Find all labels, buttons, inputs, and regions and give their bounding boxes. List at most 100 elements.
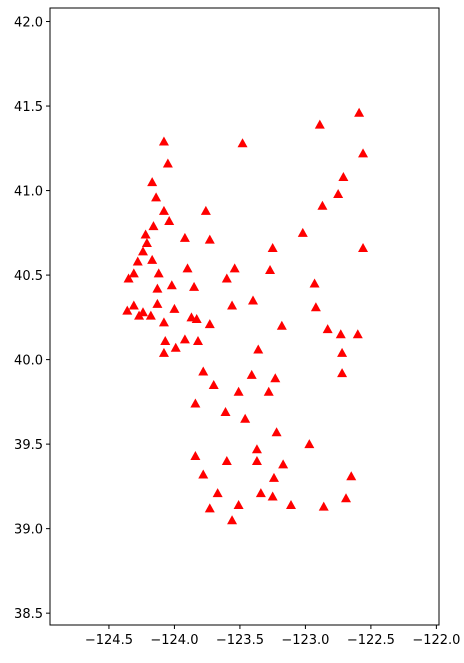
point <box>204 319 215 329</box>
point <box>134 310 145 320</box>
point <box>265 265 276 275</box>
point <box>341 493 352 503</box>
point <box>268 472 279 482</box>
point <box>318 501 329 511</box>
point <box>358 148 369 158</box>
y-tick-label: 39.5 <box>14 438 43 453</box>
y-tick-label: 41.5 <box>14 100 43 115</box>
point <box>132 256 143 266</box>
x-tick-label: −122.5 <box>347 633 395 648</box>
point <box>338 172 349 182</box>
point <box>182 263 193 273</box>
point <box>248 295 259 305</box>
x-tick-label: −124.0 <box>150 633 198 648</box>
point <box>191 314 202 324</box>
point <box>237 138 248 148</box>
point <box>220 407 231 417</box>
point <box>158 317 169 327</box>
point <box>251 456 262 466</box>
point <box>208 379 219 389</box>
point <box>170 342 181 352</box>
point <box>160 336 171 346</box>
point <box>179 232 190 242</box>
point <box>204 234 215 244</box>
y-tick-label: 38.5 <box>14 607 43 622</box>
point <box>246 369 257 379</box>
point <box>304 439 315 449</box>
point <box>152 283 163 293</box>
point <box>140 229 151 239</box>
point <box>145 310 156 320</box>
point <box>128 300 139 310</box>
point <box>227 515 238 525</box>
point <box>314 119 325 129</box>
point <box>337 347 348 357</box>
point <box>227 300 238 310</box>
point <box>158 347 169 357</box>
point <box>122 305 133 315</box>
point <box>354 107 365 117</box>
x-tick-label: −123.5 <box>216 633 264 648</box>
point <box>190 398 201 408</box>
point <box>233 499 244 509</box>
point <box>278 459 289 469</box>
point <box>221 456 232 466</box>
point <box>123 273 134 283</box>
point <box>267 243 278 253</box>
point <box>158 205 169 215</box>
point <box>147 177 158 187</box>
point <box>204 503 215 513</box>
point <box>190 450 201 460</box>
point <box>153 268 164 278</box>
y-tick-label: 39.0 <box>14 523 43 538</box>
x-tick-label: −122.0 <box>412 633 460 648</box>
point <box>240 413 251 423</box>
point <box>158 136 169 146</box>
point <box>148 221 159 231</box>
point <box>164 215 175 225</box>
point <box>141 237 152 247</box>
point <box>151 192 162 202</box>
point <box>212 488 223 498</box>
point <box>271 427 282 437</box>
x-tick-label: −123.0 <box>281 633 329 648</box>
point <box>352 329 363 339</box>
point <box>322 324 333 334</box>
point <box>285 499 296 509</box>
point <box>152 298 163 308</box>
point <box>333 188 344 198</box>
y-tick-label: 41.0 <box>14 185 43 200</box>
point <box>267 491 278 501</box>
point <box>310 302 321 312</box>
point <box>189 281 200 291</box>
plot-frame <box>49 7 440 626</box>
point <box>162 158 173 168</box>
point <box>337 368 348 378</box>
point <box>346 471 357 481</box>
point <box>229 263 240 273</box>
y-tick-label: 40.0 <box>14 354 43 369</box>
point <box>198 469 209 479</box>
point <box>309 278 320 288</box>
point <box>198 366 209 376</box>
point <box>233 386 244 396</box>
point <box>179 334 190 344</box>
point <box>253 344 264 354</box>
point <box>317 200 328 210</box>
point <box>276 320 287 330</box>
point <box>263 386 274 396</box>
point <box>358 243 369 253</box>
point <box>335 329 346 339</box>
point <box>255 488 266 498</box>
point <box>297 227 308 237</box>
point <box>169 303 180 313</box>
point <box>128 268 139 278</box>
x-tick-label: −124.5 <box>85 633 133 648</box>
point <box>200 205 211 215</box>
point <box>193 336 204 346</box>
y-tick-label: 42.0 <box>14 16 43 31</box>
point <box>270 373 281 383</box>
point <box>147 254 158 264</box>
point <box>251 444 262 454</box>
